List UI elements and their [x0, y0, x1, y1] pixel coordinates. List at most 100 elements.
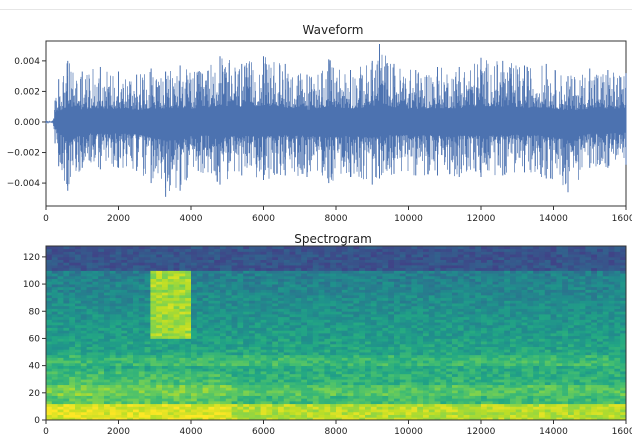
spectrogram-cell: [51, 254, 58, 258]
spectrogram-cell: [347, 384, 354, 388]
spectrogram-cell: [98, 403, 105, 407]
spectrogram-cell: [144, 362, 151, 367]
spectrogram-cell: [127, 411, 134, 415]
spectrogram-cell: [463, 300, 470, 304]
spectrogram-cell: [289, 357, 296, 361]
spectrogram-cell: [46, 300, 53, 304]
spectrogram-cell: [295, 379, 302, 383]
spectrogram-cell: [336, 300, 343, 304]
spectrogram-cell: [63, 360, 70, 364]
spectrogram-cell: [104, 246, 111, 250]
spectrogram-cell: [353, 349, 360, 353]
spectrogram-cell: [475, 308, 482, 312]
spectrogram-cell: [457, 294, 464, 299]
spectrogram-cell: [394, 362, 401, 367]
spectrogram-cell: [51, 313, 58, 318]
spectrogram-cell: [440, 400, 447, 405]
spectrogram-cell: [295, 256, 302, 260]
spectrogram-cell: [254, 254, 261, 258]
spectrogram-cell: [138, 333, 145, 337]
spectrogram-cell: [457, 248, 464, 252]
spectrogram-cell: [69, 379, 76, 383]
spectrogram-cell: [394, 256, 401, 260]
spectrogram-cell: [463, 273, 470, 277]
spectrogram-cell: [266, 346, 273, 350]
spectrogram-cell: [260, 313, 267, 318]
spectrogram-cell: [202, 248, 209, 252]
spectrogram-cell: [115, 395, 122, 399]
spectrogram-cell: [133, 262, 140, 266]
spectrogram-cell: [336, 384, 343, 388]
spectrogram-cell: [289, 316, 296, 320]
spectrogram-cell: [92, 300, 99, 304]
spectrogram-cell: [231, 417, 238, 421]
spectrogram-cell: [98, 335, 105, 339]
spectrogram-cell: [469, 254, 476, 258]
spectrogram-cell: [133, 267, 140, 271]
spectrogram-cell: [196, 278, 203, 282]
spectrogram-cell: [144, 308, 151, 312]
spectrogram-cell: [249, 417, 256, 421]
spectrogram-cell: [399, 417, 406, 421]
spectrogram-cell: [382, 343, 389, 347]
spectrogram-cell: [46, 343, 53, 347]
spectrogram-cell: [388, 300, 395, 304]
spectrogram-cell: [295, 335, 302, 339]
spectrogram-cell: [98, 251, 105, 255]
spectrogram-cell: [417, 352, 424, 356]
spectrogram-cell: [370, 357, 377, 361]
spectrogram-cell: [301, 294, 308, 299]
spectrogram-cell: [399, 341, 406, 345]
spectrogram-cell: [475, 289, 482, 293]
spectrogram-cell: [347, 411, 354, 415]
spectrogram-cell: [225, 406, 232, 410]
spectrogram-cell: [330, 316, 337, 320]
spectrogram-cell: [121, 333, 128, 337]
spectrogram-cell: [283, 294, 290, 299]
spectrogram-cell: [382, 406, 389, 410]
spectrogram-cell: [191, 341, 198, 345]
spectrogram-cell: [295, 365, 302, 369]
spectrogram-cell: [156, 341, 163, 345]
spectrogram-cell: [115, 376, 122, 380]
spectrogram-cell: [249, 411, 256, 415]
spectrogram-cell: [138, 303, 145, 307]
spectrogram-cell: [214, 297, 221, 301]
spectrogram-cell: [295, 303, 302, 307]
spectrogram-cell: [486, 316, 493, 320]
spectrogram-cell: [150, 400, 157, 405]
spectrogram-cell: [312, 297, 319, 301]
spectrogram-cell: [156, 387, 163, 391]
spectrogram-cell: [196, 373, 203, 377]
spectrogram-cell: [202, 308, 209, 312]
spectrogram-cell: [179, 398, 186, 402]
spectrogram-cell: [336, 373, 343, 377]
spectrogram-cell: [80, 338, 87, 342]
spectrogram-cell: [446, 417, 453, 421]
spectrogram-cell: [208, 357, 215, 361]
spectrogram-cell: [272, 254, 279, 258]
spectrogram-cell: [231, 381, 238, 386]
spectrogram-cell: [63, 303, 70, 307]
spectrogram-cell: [231, 275, 238, 280]
spectrogram-cell: [156, 289, 163, 293]
spectrogram-cell: [109, 417, 116, 421]
spectrogram-cell: [353, 308, 360, 312]
spectrogram-cell: [312, 286, 319, 290]
spectrogram-cell: [428, 373, 435, 377]
spectrogram-cell: [127, 254, 134, 258]
spectrogram-cell: [231, 311, 238, 315]
spectrogram-cell: [481, 398, 488, 402]
spectrogram-cell: [312, 357, 319, 361]
spectrogram-cell: [173, 303, 180, 307]
spectrogram-cell: [185, 322, 192, 326]
spectrogram-cell: [57, 262, 64, 266]
spectrogram-cell: [388, 278, 395, 282]
spectrogram-cell: [341, 292, 348, 296]
spectrogram-cell: [80, 341, 87, 345]
spectrogram-cell: [272, 246, 279, 250]
spectrogram-cell: [411, 395, 418, 399]
spectrogram-cell: [318, 338, 325, 342]
spectrogram-cell: [272, 270, 279, 274]
spectrogram-cell: [133, 313, 140, 318]
